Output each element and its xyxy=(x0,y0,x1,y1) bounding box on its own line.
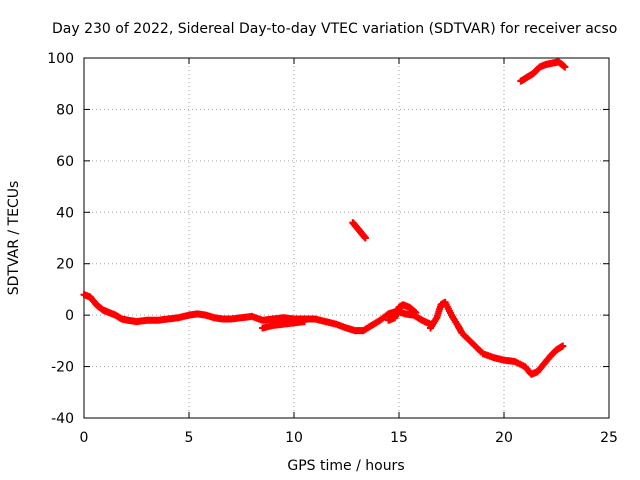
data-point xyxy=(561,63,569,71)
y-axis-label: SDTVAR / TECUs xyxy=(6,181,22,296)
data-layer xyxy=(80,58,569,378)
series-sdtvar xyxy=(80,58,569,378)
x-tick-label: 25 xyxy=(600,430,618,446)
data-segment xyxy=(385,301,420,324)
data-segment xyxy=(259,318,308,332)
y-tick-label: 20 xyxy=(56,257,74,273)
data-point xyxy=(559,342,567,350)
x-tick-label: 20 xyxy=(495,430,513,446)
data-segment xyxy=(349,219,369,242)
x-tick-label: 15 xyxy=(390,430,408,446)
y-tick-label: 60 xyxy=(56,154,74,170)
data-segment xyxy=(427,298,567,378)
data-point xyxy=(412,309,420,317)
tick-layer: 0 5 10 15 20 25 -40 -20 0 20 40 60 80 100 xyxy=(47,51,618,446)
x-tick-label: 0 xyxy=(80,430,89,446)
x-tick-label: 10 xyxy=(285,430,303,446)
data-segment xyxy=(80,291,434,335)
grid-layer xyxy=(84,58,609,418)
y-tick-label: -20 xyxy=(51,360,74,376)
data-point xyxy=(361,234,369,242)
data-point xyxy=(301,318,308,326)
y-tick-label: 80 xyxy=(56,102,74,118)
y-tick-label: 0 xyxy=(65,308,74,324)
y-tick-label: 40 xyxy=(56,205,74,221)
y-tick-label: -40 xyxy=(51,411,74,427)
x-axis-label: GPS time / hours xyxy=(287,458,404,474)
x-tick-label: 5 xyxy=(185,430,194,446)
y-tick-label: 100 xyxy=(47,51,74,67)
chart-title: Day 230 of 2022, Sidereal Day-to-day VTE… xyxy=(52,21,617,37)
data-segment xyxy=(517,58,569,85)
plot-frame xyxy=(83,57,610,419)
